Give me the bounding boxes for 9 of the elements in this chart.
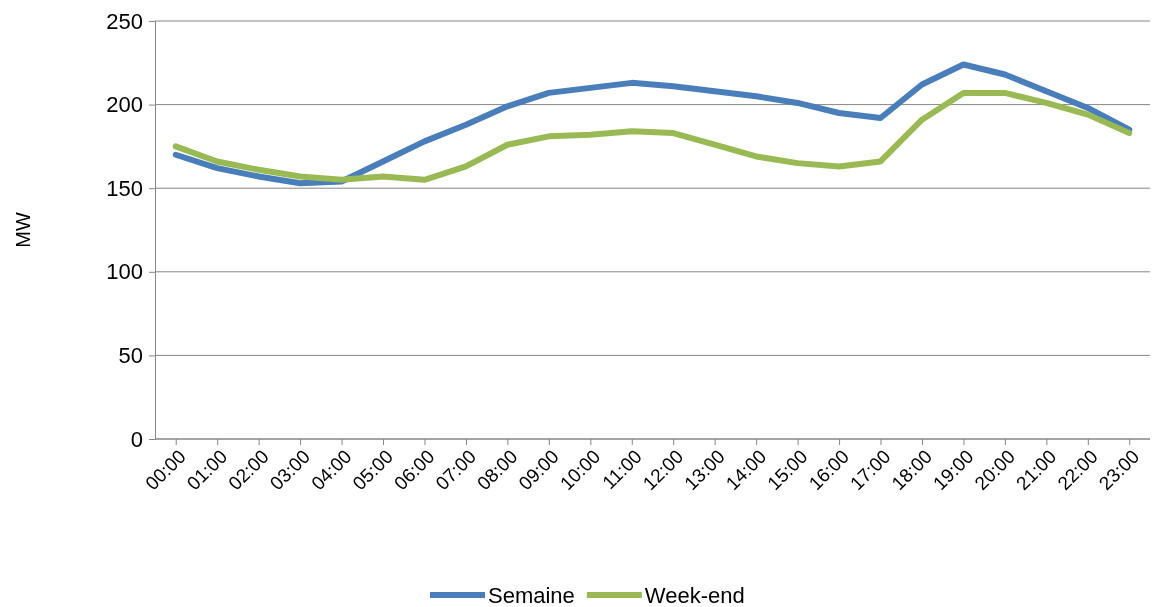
y-tick-label: 200 — [106, 92, 143, 118]
y-tick-label: 50 — [118, 342, 143, 368]
y-tick-label: 0 — [130, 426, 143, 452]
y-tick-label: 250 — [106, 8, 143, 34]
y-tick-label: 100 — [106, 259, 143, 285]
legend-label: Week-end — [644, 583, 745, 607]
y-axis-title: MW — [12, 212, 34, 248]
y-tick-label: 150 — [106, 175, 143, 201]
legend-label: Semaine — [488, 583, 575, 607]
